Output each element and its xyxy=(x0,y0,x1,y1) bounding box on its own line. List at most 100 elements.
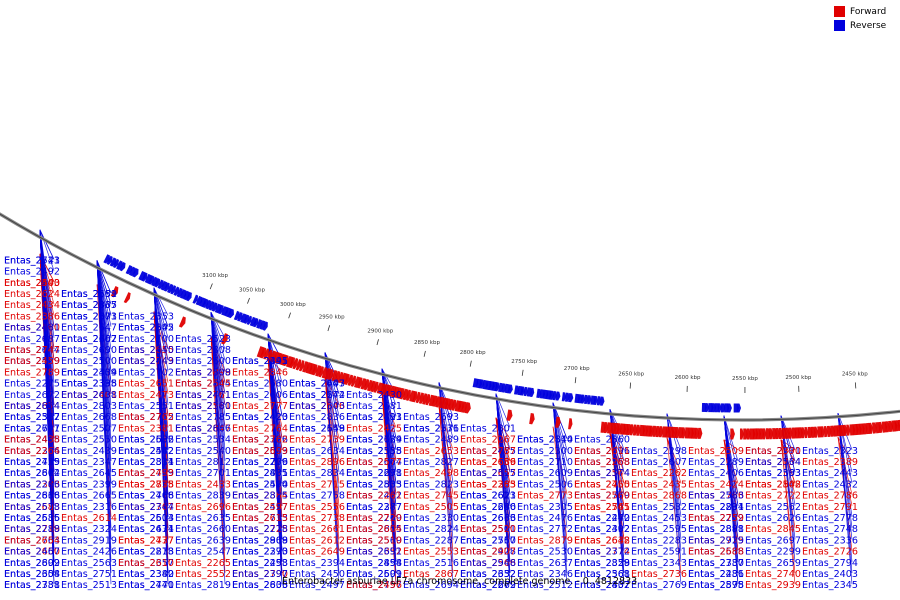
reverse-gene-label: Entas_2420 xyxy=(232,412,288,423)
reverse-gene-label: Entas_2797 xyxy=(4,423,60,434)
reverse-gene-label: Entas_2659 xyxy=(745,558,801,569)
forward-gene-label: Entas_2654 xyxy=(4,535,60,546)
reverse-gene-label: Entas_2501 xyxy=(460,524,516,535)
forward-gene-label: Entas_2611 xyxy=(574,446,630,457)
reverse-gene-label: Entas_2559 xyxy=(61,289,117,300)
reverse-gene-label: Entas_2271 xyxy=(346,468,402,479)
reverse-gene-label: Entas_2275 xyxy=(4,379,60,390)
reverse-gene-arrow xyxy=(593,395,598,406)
reverse-gene-label: Entas_2638 xyxy=(61,390,117,401)
reverse-gene-label: Entas_2426 xyxy=(61,547,117,558)
forward-gene-label: Entas_2473 xyxy=(118,390,174,401)
reverse-gene-label: Entas_2476 xyxy=(517,513,573,524)
forward-gene-arrow xyxy=(350,375,356,387)
leader-line xyxy=(153,287,169,350)
reverse-gene-arrow xyxy=(119,261,126,272)
forward-gene-label: Entas_2847 xyxy=(175,423,231,434)
forward-gene-arrow xyxy=(373,381,379,393)
leader-line xyxy=(552,402,568,585)
reverse-gene-label: Entas_2402 xyxy=(574,524,630,535)
reverse-gene-label: Entas_2531 xyxy=(403,423,459,434)
forward-gene-label: Entas_2764 xyxy=(232,423,288,434)
forward-gene-label: Entas_2845 xyxy=(745,524,801,535)
forward-gene-label: Entas_2734 xyxy=(745,457,801,468)
reverse-gene-label: Entas_2407 xyxy=(289,379,345,390)
reverse-gene-label: Entas_2549 xyxy=(289,423,345,434)
forward-gene-label: Entas_2460 xyxy=(4,323,60,334)
forward-gene-label: Entas_2615 xyxy=(232,513,288,524)
reverse-gene-label: Entas_2772 xyxy=(517,524,573,535)
reverse-gene-label: Entas_2769 xyxy=(631,580,687,591)
forward-gene-label: Entas_2434 xyxy=(4,300,60,311)
forward-gene-label: Entas_2899 xyxy=(175,367,231,378)
reverse-gene-label: Entas_2358 xyxy=(346,446,402,457)
reverse-gene-label: Entas_2475 xyxy=(460,446,516,457)
reverse-gene-label: Entas_2681 xyxy=(346,401,402,412)
forward-gene-arrow xyxy=(415,391,421,404)
forward-gene-label: Entas_2775 xyxy=(688,535,744,546)
forward-gene-label: Entas_2610 xyxy=(118,558,174,569)
reverse-gene-label: Entas_2634 xyxy=(289,446,345,457)
reverse-gene-arrow xyxy=(555,391,561,401)
forward-gene-label: Entas_2389 xyxy=(802,457,858,468)
forward-gene-label: Entas_2939 xyxy=(745,580,801,591)
forward-gene-label: Entas_2381 xyxy=(118,423,174,434)
reverse-gene-label: Entas_2819 xyxy=(175,580,231,591)
forward-gene-arrow xyxy=(697,427,703,439)
reverse-gene-label: Entas_2642 xyxy=(289,390,345,401)
forward-gene-label: Entas_2661 xyxy=(289,524,345,535)
reverse-gene-label: Entas_2506 xyxy=(517,479,573,490)
forward-gene-label: Entas_2747 xyxy=(4,345,60,356)
reverse-gene-label: Entas_2814 xyxy=(4,468,60,479)
forward-gene-label: Entas_2683 xyxy=(4,502,60,513)
reverse-gene-label: Entas_2780 xyxy=(688,558,744,569)
reverse-gene-label: Entas_2276 xyxy=(232,457,288,468)
reverse-gene-label: Entas_2300 xyxy=(517,446,573,457)
forward-gene-label: Entas_2520 xyxy=(460,524,516,535)
leader-line xyxy=(381,392,397,585)
reverse-gene-arrow xyxy=(552,390,557,401)
leader-line xyxy=(438,382,454,585)
genome-arcs xyxy=(0,212,900,440)
forward-gene-label: Entas_2352 xyxy=(346,547,402,558)
forward-gene-label: Entas_2493 xyxy=(118,468,174,479)
reverse-gene-arrow xyxy=(112,258,119,269)
reverse-gene-label: Entas_2353 xyxy=(118,311,174,322)
scale-tick-label: 2450 kbp xyxy=(842,371,868,377)
forward-gene-arrow xyxy=(739,428,744,440)
reverse-gene-label: Entas_2596 xyxy=(118,435,174,446)
forward-gene-arrow xyxy=(730,428,735,440)
reverse-gene-label: Entas_2802 xyxy=(574,580,630,591)
reverse-gene-label: Entas_2497 xyxy=(289,580,345,591)
reverse-gene-label: Entas_2339 xyxy=(61,367,117,378)
reverse-gene-label: Entas_2836 xyxy=(289,412,345,423)
reverse-gene-label: Entas_2382 xyxy=(118,569,174,580)
scale-tick-label: 2600 kbp xyxy=(675,375,701,381)
reverse-gene-label: Entas_2281 xyxy=(688,569,744,580)
reverse-gene-arrow xyxy=(587,395,592,405)
forward-gene-arrow xyxy=(636,424,641,436)
forward-gene-label: Entas_2868 xyxy=(631,491,687,502)
reverse-gene-label: Entas_2514 xyxy=(118,513,174,524)
forward-gene-label: Entas_2786 xyxy=(802,491,858,502)
reverse-gene-label: Entas_2599 xyxy=(346,569,402,580)
forward-gene-label: Entas_2655 xyxy=(118,345,174,356)
reverse-gene-label: Entas_2685 xyxy=(4,513,60,524)
leader-line xyxy=(324,352,340,585)
reverse-gene-label: Entas_2760 xyxy=(460,535,516,546)
reverse-gene-label: Entas_2641 xyxy=(4,423,60,434)
reverse-gene-label: Entas_2363 xyxy=(745,468,801,479)
reverse-gene-label: Entas_2811 xyxy=(118,457,174,468)
reverse-gene-label: Entas_2682 xyxy=(118,435,174,446)
scale-tick-label: 2700 kbp xyxy=(564,366,590,372)
reverse-gene-label: Entas_2687 xyxy=(4,334,60,345)
forward-gene-label: Entas_2383 xyxy=(4,479,60,490)
reverse-gene-label: Entas_2474 xyxy=(118,524,174,535)
reverse-gene-label: Entas_2680 xyxy=(232,379,288,390)
legend-reverse-label: Reverse xyxy=(850,20,887,31)
reverse-gene-label: Entas_2529 xyxy=(4,356,60,367)
reverse-gene-label: Entas_2337 xyxy=(688,558,744,569)
reverse-gene-label: Entas_2523 xyxy=(175,334,231,345)
scale-tick-label: 2550 kbp xyxy=(732,376,758,382)
leader-line xyxy=(495,393,511,585)
